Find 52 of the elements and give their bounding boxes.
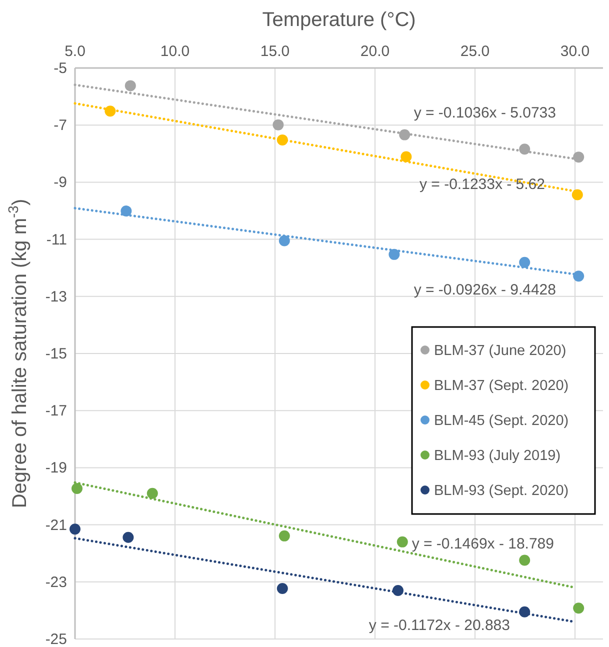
annotation: y = -0.1036x - 5.0733 <box>414 104 556 122</box>
annotation: y = -0.0926x - 9.4428 <box>414 282 556 299</box>
point <box>396 536 408 548</box>
y-tick-label: -25 <box>45 631 67 647</box>
point <box>519 606 530 618</box>
point <box>276 582 288 594</box>
point <box>573 152 584 163</box>
x-tick-label: 5.0 <box>64 43 86 60</box>
point <box>72 483 82 494</box>
x-axis-title: Temperature (°C) <box>262 9 416 31</box>
y-tick-label: -15 <box>45 346 67 362</box>
point <box>276 134 288 146</box>
point <box>519 144 530 155</box>
y-tick-label: -23 <box>45 574 67 591</box>
annotation: y = -0.1469x - 18.789 <box>412 536 554 553</box>
point <box>122 532 134 543</box>
legend-label: BLM-37 (June 2020) <box>434 343 566 359</box>
point <box>399 129 410 140</box>
point <box>146 488 158 499</box>
point <box>388 248 400 260</box>
point <box>573 602 584 614</box>
x-tick-label: 25.0 <box>460 43 490 60</box>
point <box>120 206 132 217</box>
y-tick-label: -5 <box>54 60 67 77</box>
y-tick-label: -11 <box>46 231 67 248</box>
point <box>70 524 80 535</box>
y-tick-label: -9 <box>54 174 67 192</box>
point <box>272 119 284 130</box>
point <box>519 256 530 268</box>
point <box>124 80 136 92</box>
x-tick-label: 15.0 <box>260 43 290 60</box>
y-tick-label: -19 <box>45 460 67 477</box>
legend-label: BLM-37 (Sept. 2020) <box>434 378 569 394</box>
y-tick-label: -13 <box>45 288 67 306</box>
legend-label: BLM-93 (Sept. 2020) <box>434 483 569 499</box>
y-tick-label: -21 <box>45 516 67 534</box>
point <box>519 554 530 566</box>
legend-label: BLM-45 (Sept. 2020) <box>434 413 569 429</box>
y-tick-label: -7 <box>54 117 67 134</box>
point <box>278 235 290 246</box>
point <box>573 270 584 282</box>
x-tick-label: 20.0 <box>360 43 390 60</box>
point <box>104 106 116 117</box>
y-tick-label: -17 <box>45 402 67 420</box>
annotation: y = -0.1172x - 20.883 <box>368 616 510 634</box>
legend-label: BLM-93 (July 2019) <box>434 448 561 464</box>
point <box>278 530 290 542</box>
point <box>572 189 583 200</box>
x-tick-label: 10.0 <box>160 43 190 60</box>
point <box>392 584 404 596</box>
x-tick-label: 30.0 <box>560 43 590 60</box>
point <box>400 151 412 162</box>
